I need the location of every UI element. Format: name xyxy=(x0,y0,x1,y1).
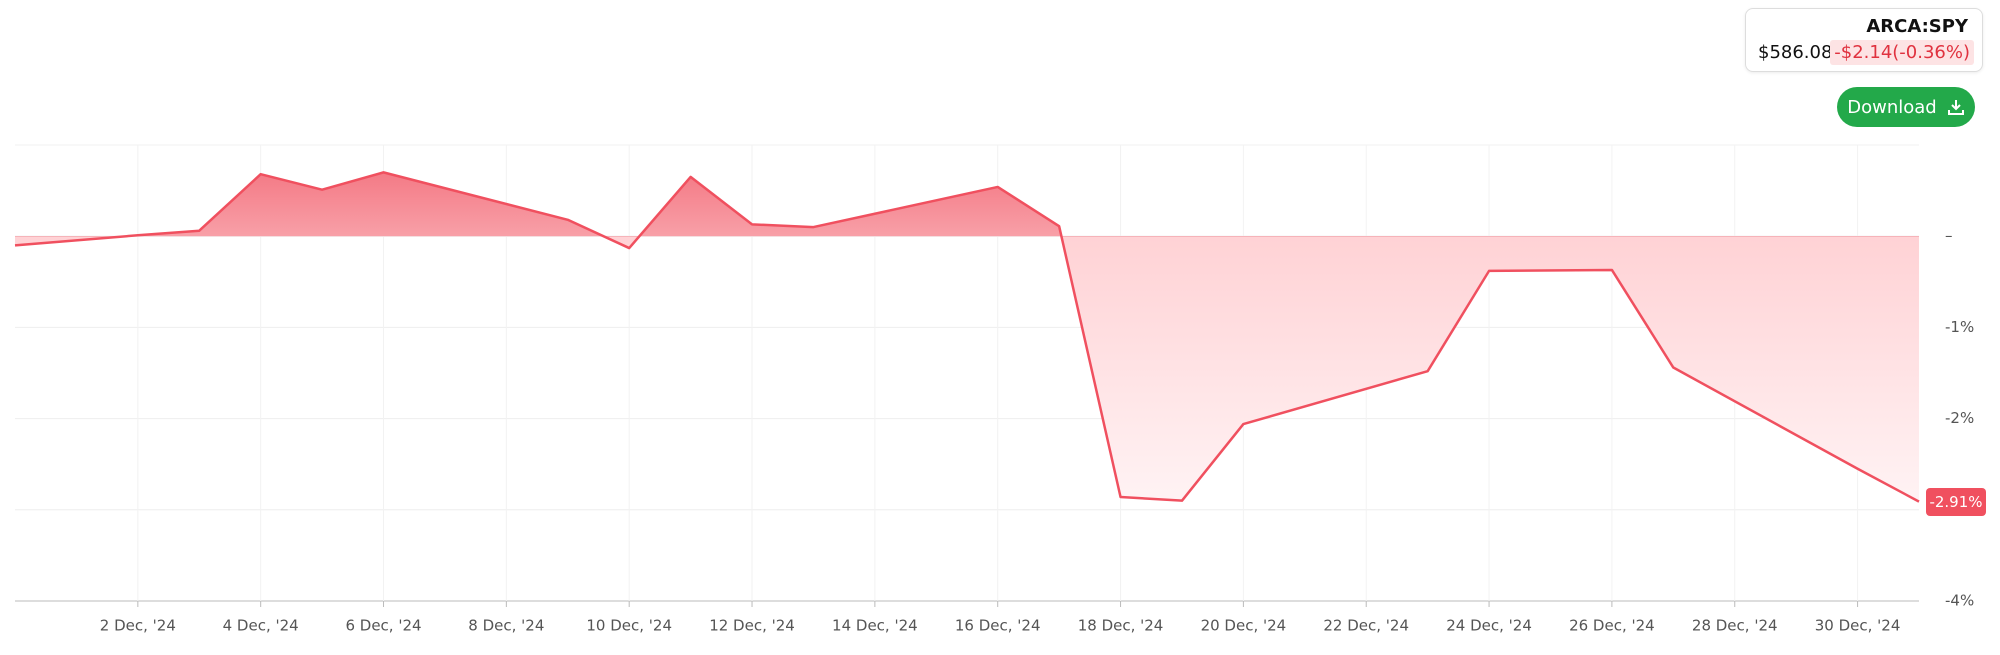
download-label: Download xyxy=(1847,96,1937,118)
x-tick-label: 4 Dec, '24 xyxy=(223,617,299,635)
y-tick-label: -4% xyxy=(1945,592,1974,610)
price-change: -$2.14(-0.36%) xyxy=(1830,40,1974,65)
x-tick-label: 18 Dec, '24 xyxy=(1078,617,1164,635)
x-tick-label: 30 Dec, '24 xyxy=(1815,617,1901,635)
x-tick-label: 20 Dec, '24 xyxy=(1201,617,1287,635)
y-tick-label: -2% xyxy=(1945,409,1974,427)
value-label: -2.91% xyxy=(1926,487,1986,516)
area-negative xyxy=(15,237,1919,502)
price: $586.08 xyxy=(1758,42,1833,63)
area-positive xyxy=(15,172,1919,237)
download-button[interactable]: Download xyxy=(1837,87,1975,127)
x-tick-label: 22 Dec, '24 xyxy=(1323,617,1409,635)
x-tick-label: 24 Dec, '24 xyxy=(1446,617,1532,635)
x-tick-label: 8 Dec, '24 xyxy=(468,617,544,635)
line xyxy=(14,171,1920,503)
download-icon xyxy=(1947,100,1964,115)
x-tick-label: 10 Dec, '24 xyxy=(586,617,672,635)
y-tick-label: – xyxy=(1945,227,1953,245)
x-tick-label: 2 Dec, '24 xyxy=(100,617,176,635)
x-tick-label: 28 Dec, '24 xyxy=(1692,617,1778,635)
y-tick-label: -1% xyxy=(1945,318,1974,336)
x-tick-label: 16 Dec, '24 xyxy=(955,617,1041,635)
x-tick-label: 14 Dec, '24 xyxy=(832,617,918,635)
quote-card: ARCA:SPY $586.08 -$2.14(-0.36%) xyxy=(1745,8,1983,72)
x-tick-label: 12 Dec, '24 xyxy=(709,617,795,635)
x-tick-label: 6 Dec, '24 xyxy=(345,617,421,635)
x-tick-label: 26 Dec, '24 xyxy=(1569,617,1655,635)
symbol: ARCA:SPY xyxy=(1866,16,1968,37)
